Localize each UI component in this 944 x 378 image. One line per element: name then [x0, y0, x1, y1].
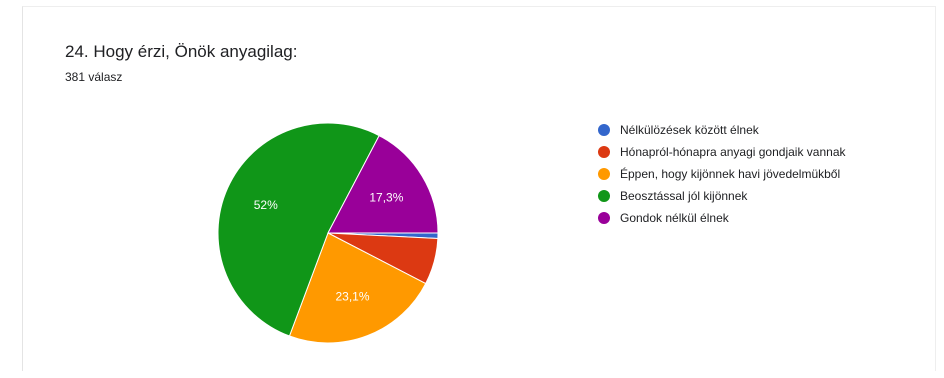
legend-label: Beosztással jól kijönnek	[620, 189, 748, 203]
legend-item[interactable]: Éppen, hogy kijönnek havi jövedelmükből	[598, 166, 898, 182]
pie-slice[interactable]	[327, 134, 439, 234]
legend-label: Gondok nélkül élnek	[620, 211, 729, 225]
chart-card	[22, 6, 936, 371]
legend: Nélkülözések között élnek Hónapról-hónap…	[598, 122, 898, 232]
legend-item[interactable]: Nélkülözések között élnek	[598, 122, 898, 138]
response-count: 381 válasz	[65, 70, 123, 84]
legend-swatch	[598, 146, 610, 158]
pie-slice[interactable]	[288, 232, 427, 344]
pie-slice[interactable]	[217, 122, 380, 337]
slice-label: 23,1%	[335, 290, 369, 304]
legend-swatch	[598, 168, 610, 180]
legend-item[interactable]: Gondok nélkül élnek	[598, 210, 898, 226]
question-title: 24. Hogy érzi, Önök anyagilag:	[65, 42, 298, 61]
legend-swatch	[598, 190, 610, 202]
legend-item[interactable]: Beosztással jól kijönnek	[598, 188, 898, 204]
legend-label: Éppen, hogy kijönnek havi jövedelmükből	[620, 167, 841, 181]
slice-label: 17,3%	[369, 191, 403, 205]
legend-label: Nélkülözések között élnek	[620, 123, 759, 137]
slice-label: 52%	[254, 198, 278, 212]
legend-swatch	[598, 212, 610, 224]
legend-item[interactable]: Hónapról-hónapra anyagi gondjaik vannak	[598, 144, 898, 160]
legend-label: Hónapról-hónapra anyagi gondjaik vannak	[620, 145, 846, 159]
legend-swatch	[598, 124, 610, 136]
